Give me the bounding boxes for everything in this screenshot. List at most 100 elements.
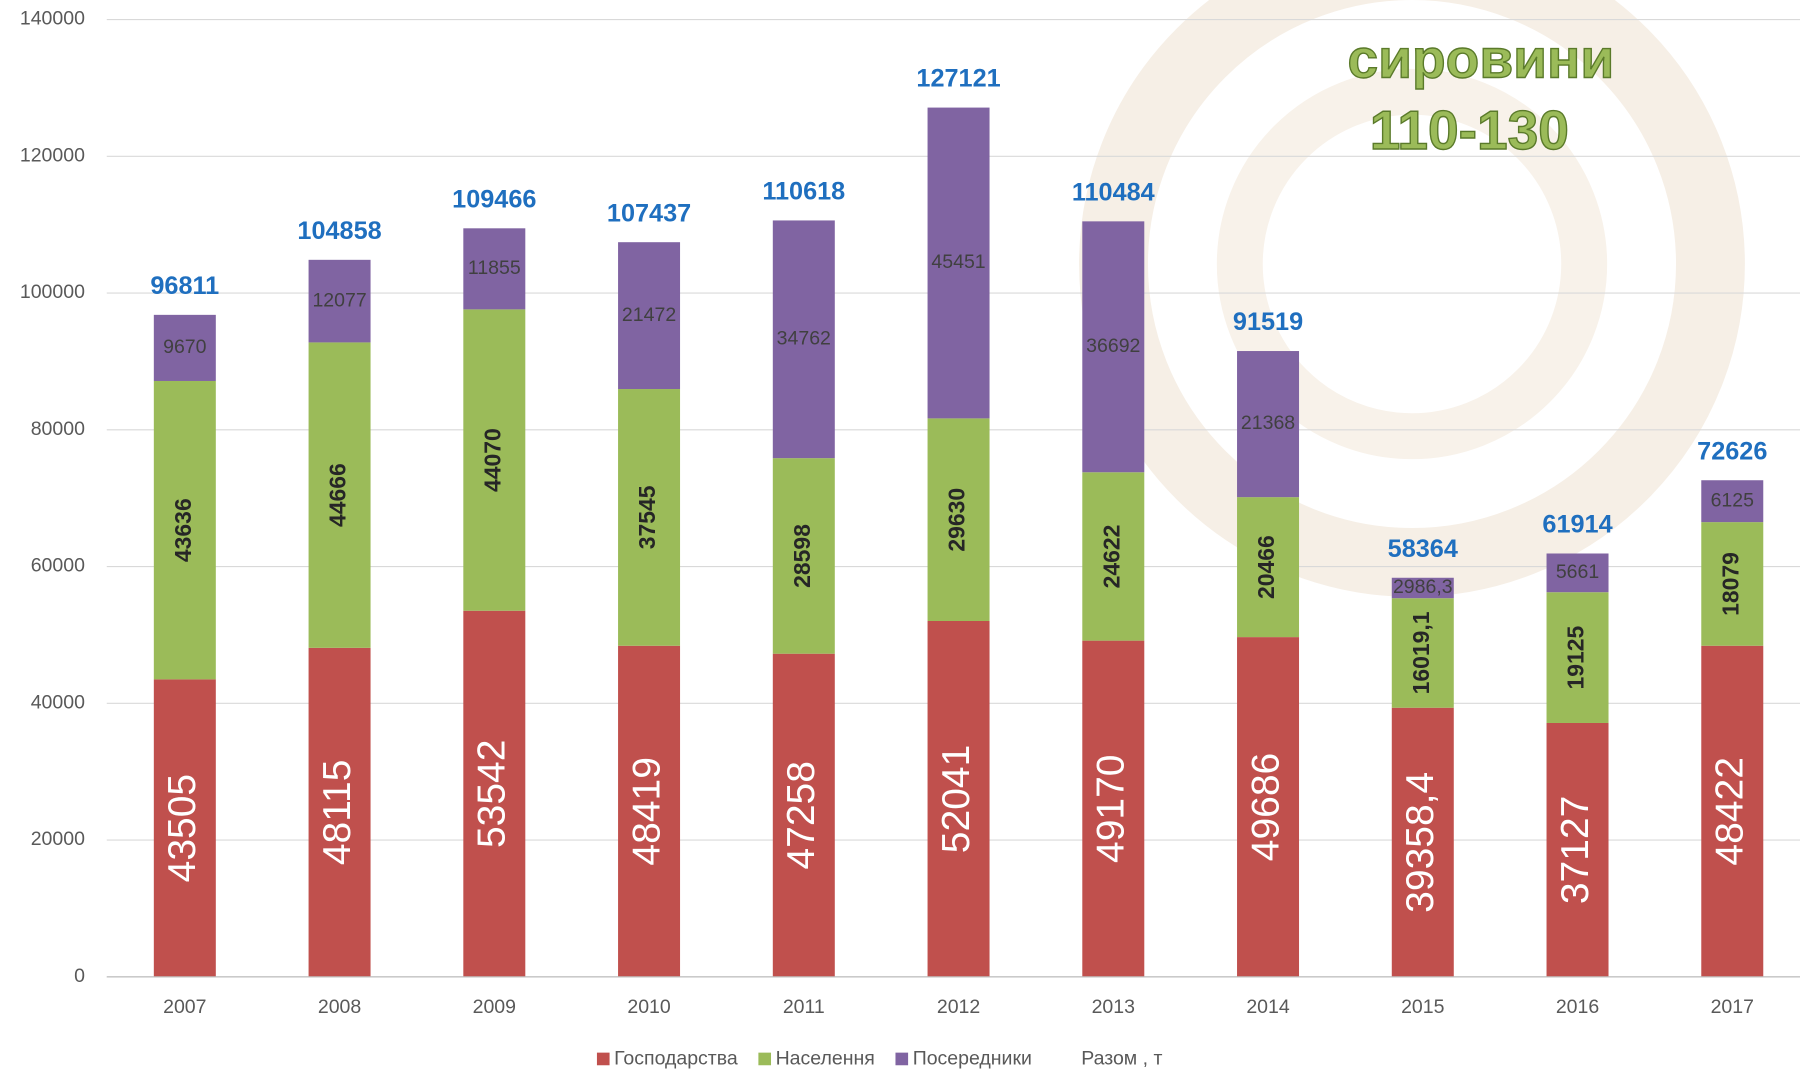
- x-tick-label: 2009: [473, 996, 516, 1018]
- data-label: 48422: [1709, 757, 1752, 865]
- data-label: 2986,3: [1393, 576, 1453, 598]
- bar-segment: [308, 647, 371, 977]
- bar-segment: [927, 418, 990, 622]
- data-label: 53542: [471, 740, 514, 848]
- total-label: 91519: [1233, 308, 1303, 336]
- data-label: 49170: [1090, 755, 1133, 863]
- bar-segment: [1237, 497, 1300, 638]
- bar-segment: [1391, 577, 1454, 599]
- total-label: 96811: [150, 272, 219, 300]
- data-label: 45451: [931, 251, 985, 273]
- bar-segment: [308, 342, 371, 648]
- data-label: 24622: [1098, 525, 1124, 589]
- total-label: 104858: [297, 217, 381, 245]
- y-tick-label: 120000: [20, 144, 85, 166]
- y-tick-label: 60000: [31, 555, 85, 577]
- bar-segment: [463, 610, 526, 977]
- data-label: 19125: [1563, 625, 1589, 689]
- total-label: 127121: [916, 65, 1000, 93]
- watermark: [1216, 68, 1608, 460]
- total-label: 109466: [452, 185, 536, 213]
- x-tick-label: 2017: [1711, 996, 1754, 1018]
- y-tick-label: 20000: [31, 828, 85, 850]
- bar-segment: [1546, 592, 1609, 723]
- bar-segment: [308, 259, 371, 343]
- data-label: 44666: [325, 463, 351, 527]
- y-tick-label: 100000: [20, 281, 85, 303]
- total-label: 107437: [607, 199, 691, 227]
- legend-swatch: [596, 1052, 610, 1066]
- bar-segment: [618, 645, 681, 977]
- x-tick-label: 2013: [1092, 996, 1135, 1018]
- data-label: 12077: [312, 289, 366, 311]
- x-tick-label: 2010: [627, 996, 671, 1018]
- data-label: 52041: [935, 745, 978, 853]
- bar-segment: [153, 380, 216, 680]
- y-tick-label: 40000: [31, 691, 85, 713]
- bar-segment: [772, 653, 835, 977]
- bar-segment: [1391, 598, 1454, 708]
- data-label: 49686: [1244, 753, 1287, 861]
- data-label: 37545: [634, 485, 660, 549]
- y-tick-label: 140000: [20, 8, 85, 30]
- data-label: 43505: [161, 774, 204, 882]
- bar-segment: [1082, 472, 1145, 641]
- bar-segment: [153, 314, 216, 381]
- data-label: 5661: [1556, 561, 1599, 583]
- bar-segment: [618, 242, 681, 390]
- data-label: 37127: [1554, 796, 1597, 904]
- total-label: 72626: [1697, 437, 1767, 465]
- data-label: 34762: [777, 327, 831, 349]
- x-tick-label: 2012: [937, 996, 980, 1018]
- y-tick-label: 0: [74, 965, 85, 987]
- data-label: 18079: [1717, 552, 1743, 616]
- bar-segment: [1701, 522, 1764, 646]
- bar-segment: [1237, 351, 1300, 498]
- bar-segment: [618, 389, 681, 646]
- bar-segment: [1701, 480, 1764, 523]
- x-tick-label: 2016: [1556, 996, 1599, 1018]
- legend-label: Населення: [776, 1048, 875, 1070]
- legend-label: Посередники: [913, 1048, 1032, 1070]
- data-label: 11855: [468, 257, 521, 279]
- bar-segment: [463, 228, 526, 310]
- bar-segment: [1391, 707, 1454, 977]
- data-label: 39358,4: [1399, 772, 1442, 913]
- x-tick-label: 2014: [1246, 996, 1290, 1018]
- bar-segment: [927, 107, 990, 419]
- y-tick-label: 80000: [31, 418, 85, 440]
- data-label: 28598: [789, 524, 815, 588]
- data-label: 20466: [1253, 535, 1279, 599]
- x-tick-label: 2008: [318, 996, 361, 1018]
- data-label: 43636: [170, 498, 196, 562]
- data-label: 6125: [1711, 489, 1755, 511]
- bar-segment: [772, 220, 835, 459]
- data-label: 48115: [316, 760, 359, 866]
- x-tick-label: 2015: [1401, 996, 1445, 1018]
- legend-swatch: [758, 1052, 772, 1066]
- bar-segment: [1237, 637, 1300, 977]
- bar-segment: [1082, 640, 1145, 977]
- bar-segment: [1082, 221, 1145, 473]
- data-label: 16019,1: [1408, 611, 1434, 694]
- total-label: 110618: [762, 178, 845, 206]
- total-label: 61914: [1542, 511, 1612, 539]
- data-label: 21368: [1241, 412, 1295, 434]
- bar-segment: [1546, 553, 1609, 593]
- bar-segment: [1701, 645, 1764, 977]
- legend-swatch: [895, 1052, 909, 1066]
- annotation: сировини: [1348, 28, 1615, 90]
- bar-segment: [772, 458, 835, 654]
- annotation: 110-130: [1370, 99, 1569, 161]
- bar-segment: [153, 679, 216, 977]
- x-tick-label: 2011: [783, 996, 825, 1018]
- data-label: 48419: [625, 757, 668, 865]
- data-label: 36692: [1086, 335, 1140, 357]
- x-tick-label: 2007: [163, 996, 206, 1018]
- data-label: 47258: [780, 761, 823, 869]
- data-label: 9670: [163, 336, 207, 358]
- data-label: 21472: [622, 304, 676, 326]
- bar-segment: [463, 309, 526, 611]
